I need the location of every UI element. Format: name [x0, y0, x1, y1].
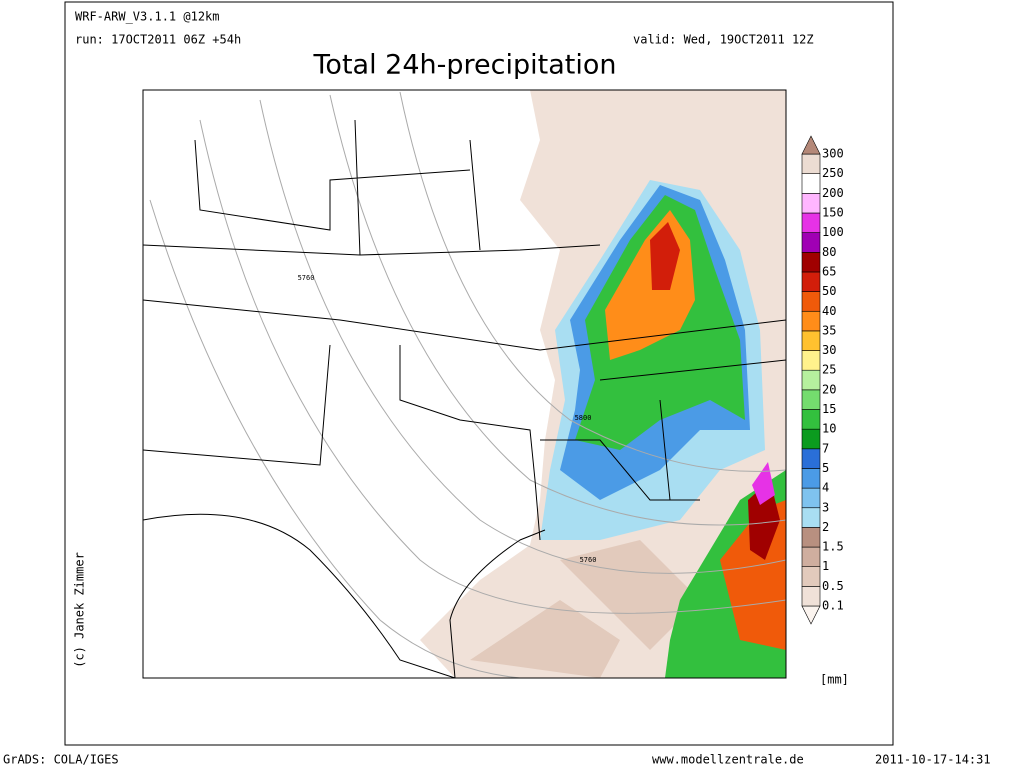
colorbar-box [801, 546, 821, 567]
colorbar-label: 10 [822, 422, 836, 436]
colorbar-label: 30 [822, 343, 836, 357]
outer-frame [64, 1, 894, 746]
colorbar-label: 300 [822, 147, 844, 161]
precip-area [650, 222, 680, 290]
colorbar: 0.1 0.5 1 1.5 2 3 4 5 7 10 15 20 25 30 35 40 50 65 80 100 15… [801, 135, 844, 625]
colorbar-box [801, 232, 821, 253]
colorbar-box [801, 389, 821, 410]
colorbar-label: 80 [822, 245, 836, 259]
colorbar-box [801, 448, 821, 469]
colorbar-label: 25 [822, 363, 836, 377]
colorbar-box [801, 330, 821, 351]
colorbar-label: 0.1 [822, 599, 844, 613]
run-label: run: 17OCT2011 06Z +54h [75, 33, 241, 47]
colorbar-box [801, 310, 821, 332]
colorbar-box [801, 173, 821, 194]
colorbar-box [801, 212, 821, 233]
precip-area [748, 480, 780, 560]
colorbar-label: 3 [822, 500, 829, 514]
valid-label: valid: Wed, 19OCT2011 12Z [633, 33, 814, 47]
colorbar-box [801, 586, 821, 607]
unit-label: [mm] [820, 673, 849, 687]
colorbar-label: 35 [822, 323, 836, 337]
colorbar-label: 250 [822, 166, 844, 180]
colorbar-label: 4 [822, 481, 829, 495]
colorbar-label: 5 [822, 461, 829, 475]
colorbar-box [801, 566, 821, 587]
footer-right: 2011-10-17-14:31 [875, 753, 991, 767]
colorbar-label: 150 [822, 206, 844, 220]
colorbar-label: 15 [822, 402, 836, 416]
colorbar-end [801, 135, 821, 155]
contour-label: 5800 [575, 414, 592, 422]
borders [143, 119, 786, 678]
colorbar-box [801, 409, 821, 430]
map-frame [142, 89, 787, 679]
colorbar-box [801, 527, 821, 548]
colorbar-box [801, 507, 821, 528]
colorbar-label: 0.5 [822, 579, 844, 593]
title: Total 24h-precipitation [313, 50, 617, 81]
colorbar-label: 65 [822, 264, 836, 278]
precip-area [470, 540, 700, 678]
colorbar-box [801, 252, 821, 273]
footer-left: GrADS: COLA/IGES [3, 753, 119, 767]
contour-label: 5760 [580, 556, 597, 564]
colorbar-box [801, 271, 821, 292]
colorbar-label: 1 [822, 559, 829, 573]
colorbar-label: 40 [822, 304, 836, 318]
colorbar-label: 100 [822, 225, 844, 239]
colorbar-box [801, 291, 821, 312]
colorbar-box [801, 369, 821, 391]
model-label: WRF-ARW_V3.1.1 @12km [75, 10, 220, 24]
colorbar-label: 20 [822, 382, 836, 396]
credit: (c) Janek Zimmer [73, 552, 87, 668]
colorbar-label: 50 [822, 284, 836, 298]
colorbar-box [801, 153, 821, 175]
colorbar-box [801, 193, 821, 214]
colorbar-box [801, 350, 821, 371]
precip-area [752, 462, 775, 505]
footer-center: www.modellzentrale.de [652, 753, 804, 767]
colorbar-end [801, 605, 821, 625]
contour-label: 5760 [298, 274, 315, 282]
colorbar-label: 200 [822, 186, 844, 200]
colorbar-label: 2 [822, 520, 829, 534]
colorbar-box [801, 428, 821, 450]
colorbar-box [801, 468, 821, 489]
map: 5760 5800 5760 [142, 89, 787, 679]
colorbar-label: 1.5 [822, 540, 844, 554]
colorbar-label: 7 [822, 441, 829, 455]
colorbar-box [801, 487, 821, 509]
